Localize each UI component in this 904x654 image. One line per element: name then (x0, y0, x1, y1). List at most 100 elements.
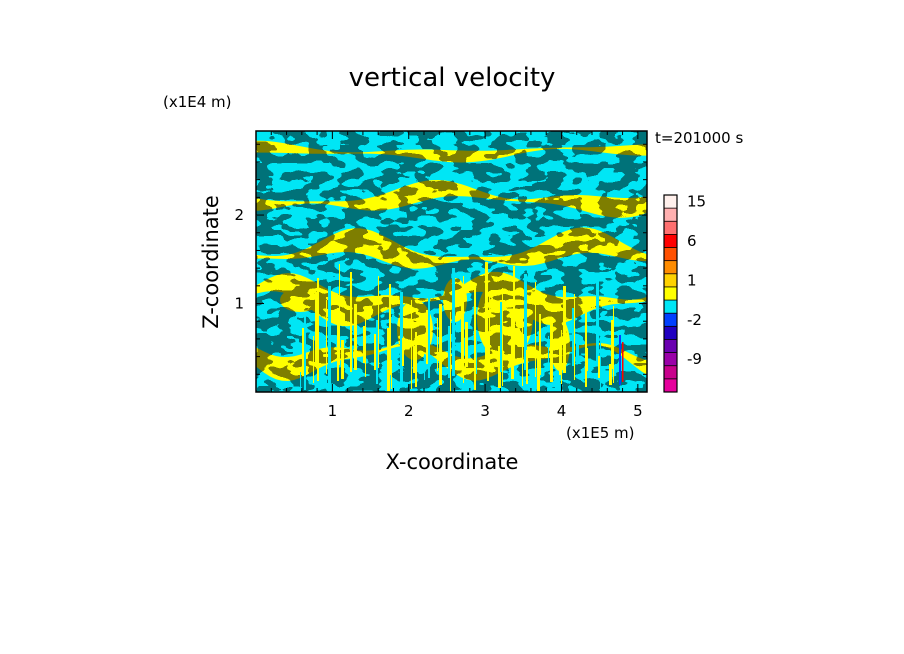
y-tick-label: 2 (234, 206, 244, 224)
colorbar: 15 6 1 -2 -9 (663, 193, 706, 393)
field-streak (609, 364, 612, 385)
field-streak (598, 356, 600, 378)
field-streak (576, 340, 579, 364)
field-streak (317, 278, 319, 381)
field-streak (378, 276, 379, 368)
y-unit-label: (x1E4 m) (163, 93, 232, 111)
colorbar-segment (664, 339, 677, 353)
field-streak (574, 294, 575, 380)
colorbar-segment (664, 286, 677, 301)
field-streak (487, 338, 489, 381)
field-streak (304, 314, 306, 390)
field-texture (256, 131, 647, 392)
field-streak (550, 322, 553, 382)
field-streak (415, 332, 417, 387)
field-streak (337, 308, 339, 381)
x-tick-label: 3 (480, 402, 490, 420)
field-streak (539, 314, 541, 375)
field-streak (424, 354, 425, 380)
field-streak (485, 262, 488, 367)
field-streak (341, 340, 344, 379)
colorbar-label: 6 (687, 232, 697, 250)
colorbar-segment (664, 300, 677, 314)
colorbar-segment (664, 195, 677, 209)
field-streak (502, 288, 503, 386)
field-streak (474, 284, 476, 390)
colorbar-segment (664, 260, 677, 274)
field-streak (535, 282, 536, 377)
plot-frame (255, 130, 648, 393)
field-streak (559, 344, 561, 375)
field-streak (391, 360, 392, 389)
field-streak (315, 292, 318, 367)
colorbar-frame (663, 194, 678, 393)
colorbar-segment (664, 365, 677, 379)
field-streak (611, 320, 613, 369)
x-unit-label: (x1E5 m) (566, 424, 635, 442)
field-streak (596, 280, 599, 364)
field-streak (389, 284, 391, 375)
x-axis-title: X-coordinate (386, 450, 519, 474)
time-label: t=201000 s (655, 129, 743, 147)
colorbar-segment (664, 208, 677, 222)
colorbar-segment (664, 273, 677, 287)
field-streak (613, 306, 614, 383)
field-streaks (300, 262, 624, 392)
colorbar-label: 1 (687, 271, 697, 289)
field-streak (328, 286, 331, 388)
colorbar-segment (664, 247, 677, 261)
field-streak (524, 274, 527, 370)
field-streak (463, 276, 464, 383)
field-streak (437, 318, 438, 371)
colorbar-label: 15 (687, 193, 706, 211)
field-streak (326, 300, 327, 374)
field-streak (428, 296, 430, 378)
x-tick-label: 2 (404, 402, 414, 420)
field-streak (587, 348, 588, 371)
field-streak (363, 326, 365, 363)
colorbar-segment (664, 378, 677, 392)
field-streak (537, 358, 540, 391)
field-streak (439, 304, 442, 385)
field-streak (476, 330, 477, 374)
field-streak (500, 302, 502, 372)
colorbar-label: -9 (687, 350, 702, 368)
field-streak (365, 312, 366, 377)
field-streak (452, 268, 455, 376)
colorbar-segment (664, 221, 677, 235)
chart-title: vertical velocity (349, 63, 556, 93)
colorbar-segment (664, 352, 677, 366)
field-streak (302, 328, 305, 376)
field-streak (548, 336, 549, 368)
field-streak (413, 346, 416, 373)
field-streak (450, 312, 451, 392)
field-streak (572, 308, 574, 366)
field-streak (448, 326, 450, 378)
x-axis: 1 2 3 4 5 (270, 131, 643, 420)
field-streak (498, 346, 501, 388)
field-streak (387, 328, 390, 391)
field-streak (300, 372, 301, 392)
colorbar-segment (664, 326, 677, 340)
colorbar-segment (664, 234, 677, 248)
field-streak (600, 342, 601, 392)
field-streak (513, 266, 515, 363)
x-tick-label: 1 (328, 402, 338, 420)
field-streak (619, 335, 621, 385)
field-streak (313, 336, 314, 383)
field-streak (563, 286, 566, 373)
y-tick-label: 1 (234, 295, 244, 313)
colorbar-segment (664, 313, 677, 327)
field-streak (465, 322, 468, 367)
field-streak (374, 334, 377, 370)
x-tick-label: 4 (557, 402, 567, 420)
field-streak (585, 302, 587, 387)
y-axis-title: Z-coordinate (199, 195, 223, 329)
field-streak (461, 290, 463, 369)
field-streak (561, 330, 562, 389)
field-streak (350, 272, 352, 372)
plot-area (256, 131, 647, 392)
field-streak (511, 310, 514, 379)
field-streak (622, 342, 624, 382)
